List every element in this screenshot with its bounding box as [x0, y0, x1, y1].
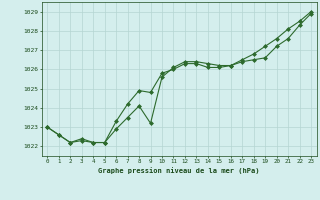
X-axis label: Graphe pression niveau de la mer (hPa): Graphe pression niveau de la mer (hPa) — [99, 167, 260, 174]
